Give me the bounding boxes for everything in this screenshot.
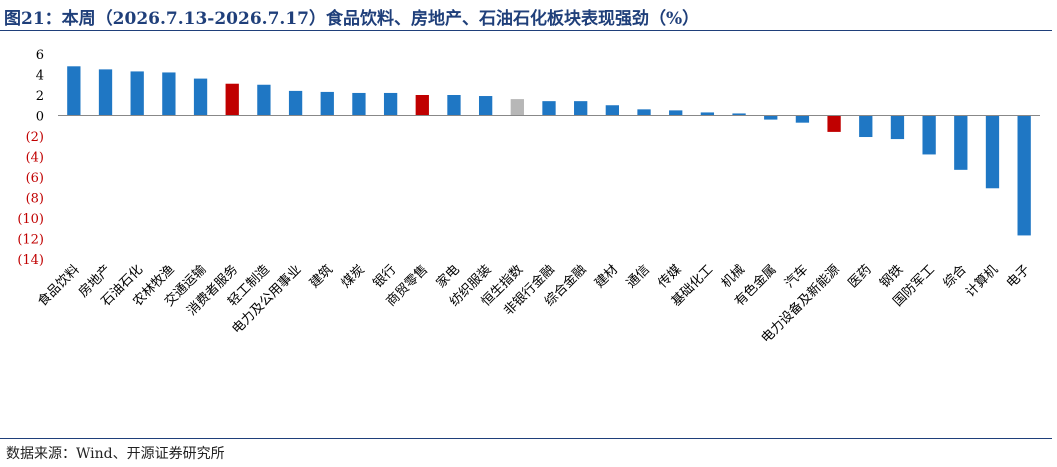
y-tick-label: 0	[36, 110, 44, 125]
chart-title: 图21：本周（2026.7.13-2026.7.17）食品饮料、房地产、石油石化…	[4, 9, 700, 29]
bar-chart: 6 4 2 0 (2) (4) (6) (8) (10) (12) (14) 食品饮料房地产石油石化…	[17, 48, 1040, 347]
y-axis: 6 4 2 0 (2) (4) (6) (8) (10) (12) (14)	[17, 48, 44, 268]
bar	[669, 110, 683, 116]
bar	[954, 115, 968, 170]
bar	[574, 101, 588, 116]
y-tick-label: (14)	[17, 253, 44, 268]
bar	[795, 115, 810, 123]
x-category-label: 计算机	[963, 262, 1001, 300]
bar	[67, 66, 81, 116]
bar	[605, 105, 619, 116]
y-tick-label: (6)	[26, 171, 44, 186]
y-tick-label: (12)	[17, 233, 44, 248]
bar	[510, 99, 524, 116]
bar	[478, 96, 493, 116]
x-category-label: 通信	[624, 262, 653, 291]
x-category-label: 建材	[592, 262, 621, 291]
y-tick-label: (2)	[26, 130, 44, 145]
y-tick-label: (8)	[26, 192, 44, 207]
source-note: 数据来源：Wind、开源证券研究所	[6, 446, 225, 462]
bar	[193, 78, 208, 116]
bar	[257, 84, 271, 116]
x-category-label: 煤炭	[339, 262, 368, 291]
bar	[447, 95, 461, 116]
bar	[890, 115, 905, 140]
bar	[288, 90, 303, 116]
y-tick-label: (10)	[17, 212, 44, 227]
bar	[383, 92, 398, 116]
bar	[764, 115, 778, 120]
y-tick-label: 6	[36, 48, 44, 63]
bar	[98, 69, 113, 116]
y-tick-label: 4	[36, 69, 44, 84]
bar	[637, 109, 651, 116]
bar	[827, 115, 841, 132]
x-axis-labels: 食品饮料房地产石油石化农林牧渔交通运输消费者服务轻工制造电力及公用事业 建筑 煤炭银…	[35, 262, 1033, 347]
bar	[732, 113, 746, 116]
y-tick-label: (4)	[26, 151, 44, 166]
bar	[700, 112, 715, 116]
bar	[415, 95, 429, 116]
x-category-label: 食品饮料	[35, 262, 83, 310]
bar	[130, 71, 144, 116]
x-category-label: 建筑	[306, 262, 336, 292]
bar	[985, 115, 1000, 189]
bar	[162, 72, 176, 116]
x-category-label: 电子	[1004, 262, 1033, 291]
bar	[542, 101, 556, 116]
bars	[67, 66, 1031, 236]
title-divider	[0, 30, 1052, 31]
bar	[352, 92, 366, 116]
bar	[225, 83, 239, 116]
bar	[320, 91, 334, 116]
bar	[1017, 115, 1031, 236]
bar	[922, 115, 936, 155]
y-tick-label: 2	[36, 89, 44, 104]
bar	[859, 115, 873, 138]
x-category-label: 医药	[846, 262, 875, 291]
source-divider	[0, 438, 1052, 439]
